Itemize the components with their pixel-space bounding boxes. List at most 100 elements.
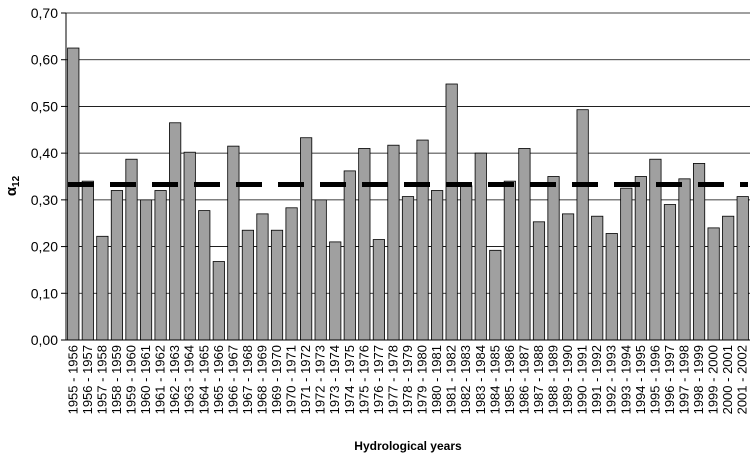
x-tick-label: 1967 - 1968: [240, 345, 255, 414]
bar: [96, 235, 109, 341]
x-tick-label: 1981 - 1982: [444, 345, 459, 414]
bar: [474, 152, 487, 341]
x-tick-label: 1997 - 1998: [677, 345, 692, 414]
bar: [634, 176, 647, 341]
x-tick-label: 1983 - 1984: [473, 345, 488, 414]
bar: [532, 221, 546, 341]
x-tick-label: 1975 - 1976: [356, 345, 371, 414]
bar: [605, 233, 618, 341]
bar: [198, 210, 211, 341]
x-tick-label: 1960 - 1961: [138, 345, 153, 414]
x-tick-label: 1986 - 1987: [516, 345, 531, 414]
x-tick-label: 1979 - 1980: [415, 345, 430, 414]
x-tick-label: 1964 - 1965: [196, 345, 211, 414]
y-tick-label: 0,40: [31, 145, 58, 161]
bar: [547, 176, 560, 341]
x-tick-label: 1961 - 1962: [153, 345, 168, 414]
bar: [256, 213, 269, 341]
y-tick-labels: 0,00 0,10 0,20 0,30 0,40 0,50 0,60 0,70: [31, 5, 58, 348]
bar: [285, 207, 298, 341]
x-tick-label: 1956 - 1957: [80, 345, 95, 414]
x-tick-label: 1958 - 1959: [109, 345, 124, 414]
bar: [212, 261, 225, 341]
bar: [431, 190, 444, 341]
x-tick-label: 1971 - 1972: [298, 345, 313, 414]
x-tick-label: 1976 - 1977: [371, 345, 386, 414]
x-tick-label: 1966 - 1967: [225, 345, 240, 414]
bar: [678, 178, 691, 341]
bar: [343, 170, 356, 341]
x-tick-label: 1959 - 1960: [123, 345, 138, 414]
x-tick-label: 1987 - 1988: [531, 345, 546, 414]
bar: [722, 215, 735, 341]
bar: [329, 241, 342, 341]
bar: [663, 204, 677, 341]
x-tick-label: 1995 - 1996: [647, 345, 662, 414]
bar: [401, 196, 415, 341]
x-tick-label: 1993 - 1994: [618, 345, 633, 414]
bar: [358, 148, 371, 341]
bar: [227, 145, 240, 341]
bar: [139, 199, 153, 341]
bar: [503, 180, 516, 341]
x-tick-label: 1984 - 1985: [487, 345, 502, 414]
x-tick-label: 1991 - 1992: [589, 345, 604, 414]
bar: [169, 122, 182, 341]
bar: [183, 151, 196, 341]
x-tick-label: 1969 - 1970: [269, 345, 284, 414]
bar: [707, 227, 720, 341]
x-tick-label: 1957 - 1958: [94, 345, 109, 414]
x-tick-label: 1963 - 1964: [182, 345, 197, 414]
x-tick-label: 2000 - 2001: [720, 345, 735, 414]
bar: [314, 199, 327, 341]
bar: [154, 190, 167, 341]
x-tick-label: 1999 - 2000: [706, 345, 721, 414]
x-tick-label: 1978 - 1979: [400, 345, 415, 414]
x-tick-labels: 1955 - 1956 1956 - 1957 1957 - 1958 1958 - …: [65, 345, 749, 414]
x-tick-label: 1989 - 1990: [560, 345, 575, 414]
x-tick-label: 2001 - 2002: [735, 345, 750, 414]
x-tick-label: 1977 - 1978: [385, 345, 400, 414]
x-tick-label: 1965 - 1966: [211, 345, 226, 414]
x-tick-label: 1990 - 1991: [575, 345, 590, 414]
bar: [460, 185, 473, 341]
x-tick-label: 1970 - 1971: [284, 345, 299, 414]
bar: [591, 215, 604, 341]
y-tick-label: 0,10: [31, 285, 58, 301]
bar: [518, 148, 531, 341]
bar: [300, 137, 313, 341]
x-tick-label: 1980 - 1981: [429, 345, 444, 414]
axes: [65, 13, 750, 341]
bar: [692, 163, 706, 341]
x-tick-label: 1962 - 1963: [167, 345, 182, 414]
bar: [67, 47, 80, 341]
bar: [445, 83, 458, 341]
bar: [562, 213, 575, 341]
x-tick-label: 1974 - 1975: [342, 345, 357, 414]
bar: [576, 109, 589, 341]
bar: [736, 196, 749, 341]
bar: [241, 229, 254, 341]
x-tick-label: 1992 - 1993: [604, 345, 619, 414]
x-tick-label: 1988 - 1989: [546, 345, 561, 414]
x-axis-label: Hydrological years: [354, 439, 462, 453]
y-axis-label: α12: [3, 175, 22, 196]
x-tick-label: 1994 - 1995: [633, 345, 648, 414]
x-tick-label: 1982 - 1983: [458, 345, 473, 414]
y-tick-label: 0,50: [31, 98, 58, 114]
bar: [620, 187, 633, 341]
y-axis-label-sub: 12: [11, 175, 22, 187]
y-tick-label: 0,20: [31, 239, 58, 255]
bar: [387, 144, 400, 341]
y-tick-label: 0,70: [31, 5, 58, 21]
y-axis-label-main: α: [3, 186, 20, 196]
y-tick-label: 0,30: [31, 192, 58, 208]
y-tick-label: 0,60: [31, 52, 58, 68]
bar: [416, 139, 429, 341]
bar: [81, 180, 94, 341]
x-tick-label: 1973 - 1974: [327, 345, 342, 414]
bars: [67, 47, 749, 341]
bar: [270, 229, 284, 341]
x-tick-label: 1998 - 1999: [691, 345, 706, 414]
